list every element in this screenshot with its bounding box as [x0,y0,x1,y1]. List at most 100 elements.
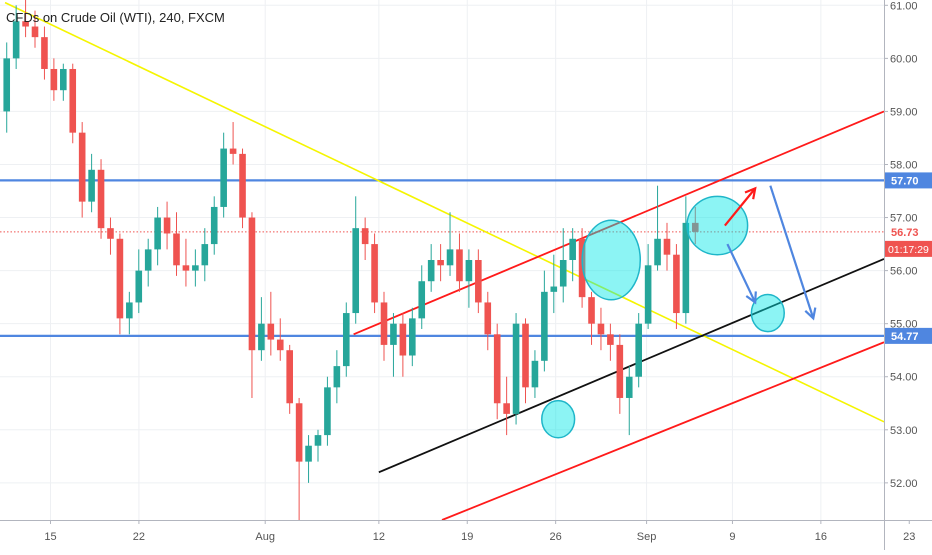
candle [126,291,133,335]
candle-body [50,68,58,91]
candle [295,397,303,520]
trend-line-yellow [4,1,885,423]
candle-body [597,323,605,335]
candle-body [456,249,463,282]
candle [239,148,246,229]
candle-body [97,169,105,229]
candle [163,201,171,250]
candle-body [267,323,275,340]
candle [465,249,473,308]
y-tick-label: 57.00 [890,213,918,225]
last-price-tag: 56.73 [885,223,932,240]
countdown-tag-label: 01:17:29 [888,244,929,256]
candle [625,366,633,436]
arrow-shaft [769,185,815,319]
price-axis-background [884,0,932,550]
candle-body [163,217,171,234]
candle-body [78,132,86,202]
candle [50,58,58,101]
highlight-ellipse [686,195,749,256]
highlight-ellipse [750,293,785,333]
x-tick-label: 26 [550,531,562,543]
candle [522,318,529,404]
candle-body [644,265,652,324]
candle-body [503,403,510,414]
candle-body [135,270,143,303]
candle-body [673,254,680,314]
candle-body [60,68,67,91]
candle-body [390,323,397,345]
level-price-tag: 54.77 [885,327,932,344]
candle-body [3,58,11,112]
countdown-tag-background [885,240,932,257]
candle [201,228,209,282]
candle-body [522,323,529,388]
arrow-shaft [724,187,757,227]
candle [512,313,520,425]
candle-body [229,148,237,154]
candle [475,249,482,314]
y-tick-label: 56.00 [890,266,918,278]
y-tick-label: 53.00 [890,425,918,437]
x-tick-label: 15 [44,531,56,543]
level-price-tag-background [885,327,932,344]
candle [78,122,86,218]
candle [390,313,397,377]
candle [305,435,312,483]
candle [324,376,331,446]
candle [97,159,105,239]
candle-body [192,265,199,271]
last-price-tag-background [885,223,932,240]
arrow-head [745,291,757,305]
candle [654,185,661,271]
candle-body [625,376,633,398]
horizontal-levels [0,179,884,337]
candle [616,334,624,414]
candle-body [541,291,548,361]
candle [210,196,218,255]
trend-lines [4,1,885,521]
y-tick-label: 58.00 [890,159,918,171]
candle [446,212,454,276]
y-tick-label: 60.00 [890,53,918,65]
candle-body [201,244,209,266]
candle [673,244,680,329]
candle [342,302,350,377]
candle [88,153,95,213]
candle-body [333,366,341,388]
y-tick-label: 61.00 [890,0,918,12]
candle [607,323,614,361]
candle-body [352,228,360,314]
candle-body [427,260,435,282]
candle-body [173,233,180,266]
candle-body [380,302,388,345]
candle [60,63,67,101]
candle [267,291,275,356]
level-price-tag-background [885,172,932,189]
candle-body [182,265,190,271]
candle [220,132,227,218]
candle-body [512,323,520,414]
candle [182,238,190,287]
candle [69,63,77,144]
candle [418,265,426,329]
candle [550,254,558,314]
x-tick-label: 22 [133,531,145,543]
candle [456,233,463,292]
countdown-tag: 01:17:29 [885,240,932,257]
candle-body [31,26,39,38]
candle-body [409,318,416,356]
candle-body [616,344,624,398]
candle-body [361,228,369,245]
candle-body [88,169,95,202]
time-axis-background [0,520,932,550]
candle [569,228,576,282]
x-tick-label: 19 [461,531,473,543]
price-tags: 57.70 54.77 56.73 01:17:29 [885,172,932,344]
candle-body [635,323,642,377]
trend-line-black-support [378,258,885,474]
projection-arrows [724,185,817,321]
candle-body [220,148,227,207]
